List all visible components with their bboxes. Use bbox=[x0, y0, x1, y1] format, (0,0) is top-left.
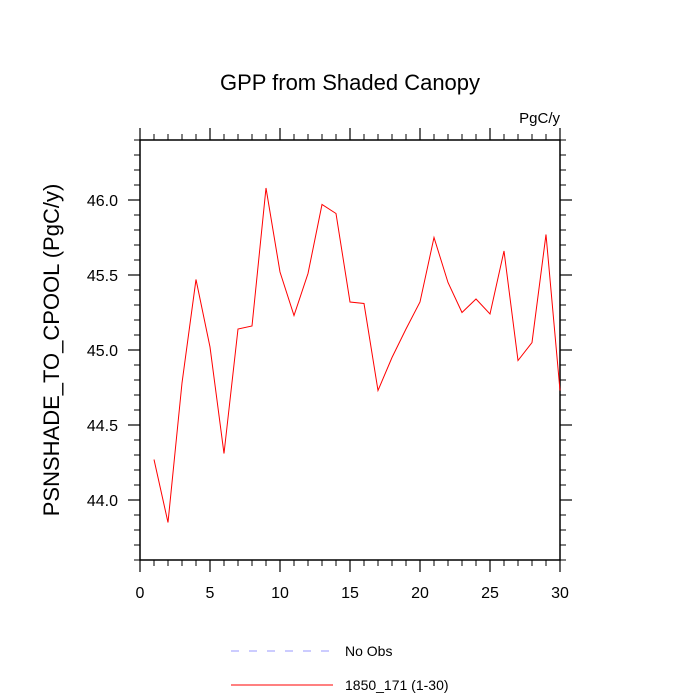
x-tick-label: 30 bbox=[551, 585, 569, 602]
series-layer bbox=[153, 187, 561, 523]
y-tick-label: 45.0 bbox=[87, 343, 118, 360]
units-label: PgC/y bbox=[519, 110, 560, 127]
x-tick-label: 25 bbox=[481, 585, 499, 602]
x-tick-label: 10 bbox=[271, 585, 289, 602]
series-line bbox=[153, 187, 561, 523]
legend: No Obs 1850_171 (1-30) bbox=[231, 643, 449, 693]
y-tick-label: 46.0 bbox=[87, 193, 118, 210]
y-tick-label: 45.5 bbox=[87, 268, 118, 285]
x-tick-label: 5 bbox=[206, 585, 215, 602]
x-tick-label: 15 bbox=[341, 585, 359, 602]
y-tick-label: 44.0 bbox=[87, 493, 118, 510]
chart-title: GPP from Shaded Canopy bbox=[220, 70, 480, 95]
axis-ticks: 0 5 10 15 20 25 30 44.0 44.5 45.0 45.5 46.0 bbox=[87, 128, 572, 602]
x-tick-label: 0 bbox=[136, 585, 145, 602]
y-axis-label: PSNSHADE_TO_CPOOL (PgC/y) bbox=[39, 184, 64, 517]
y-tick-label: 44.5 bbox=[87, 418, 118, 435]
x-tick-label: 20 bbox=[411, 585, 429, 602]
plot-frame bbox=[139, 139, 561, 561]
legend-label: No Obs bbox=[345, 643, 392, 659]
legend-label: 1850_171 (1-30) bbox=[345, 677, 449, 693]
